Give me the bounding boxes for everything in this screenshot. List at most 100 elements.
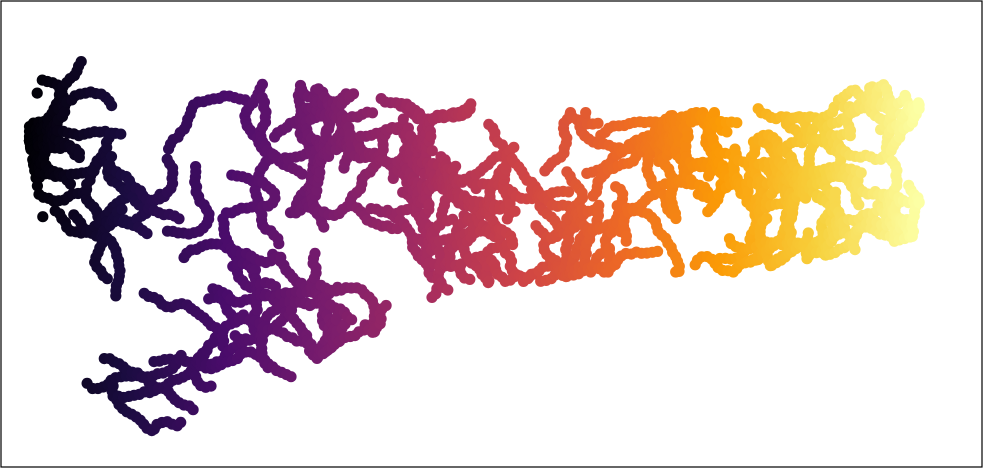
scatter-point: [366, 107, 379, 119]
scatter-point: [844, 124, 857, 137]
scatter-point: [680, 140, 692, 153]
scatter-point: [167, 167, 179, 179]
scatter-point: [580, 107, 592, 119]
scatter-point: [673, 260, 685, 272]
scatter-point: [464, 273, 476, 285]
scatter-point: [563, 234, 575, 246]
scatter-point: [375, 313, 387, 325]
scatter-point: [891, 175, 903, 187]
scatter-point: [310, 267, 322, 279]
scatter-point: [509, 205, 521, 217]
scatter-point: [101, 273, 113, 285]
scatter-point: [442, 284, 454, 296]
scatter-point: [835, 154, 847, 166]
scatter-point: [31, 180, 43, 192]
scatter-point: [742, 185, 754, 198]
scatter-point: [580, 248, 592, 260]
scatter-point: [260, 106, 272, 118]
scatter-point: [101, 142, 113, 154]
scatter-point: [913, 197, 925, 209]
scatter-point: [563, 186, 575, 198]
scatter-point: [59, 106, 71, 118]
scatter-point: [190, 166, 202, 178]
scatter-point: [256, 209, 268, 221]
scatter-point: [380, 299, 392, 312]
scatter-point: [309, 247, 321, 259]
scatter-point: [173, 213, 185, 225]
scatter-point: [285, 371, 297, 383]
scatter-point: [592, 117, 604, 129]
scatter-point: [106, 100, 118, 112]
scatter-point: [465, 98, 477, 110]
scatter-point: [785, 226, 797, 239]
scatter-point: [505, 255, 518, 267]
scatter-point: [269, 192, 281, 204]
scatter-point: [115, 128, 127, 140]
scatter-point: [682, 131, 694, 143]
scatter-point: [506, 238, 519, 251]
scatter-point: [426, 145, 438, 157]
scatter-point: [105, 151, 118, 163]
scatter-point: [347, 88, 360, 100]
scatter-point: [175, 416, 187, 428]
scatter-point: [593, 199, 605, 211]
scatter-point: [483, 275, 495, 287]
scatter-point: [273, 238, 285, 250]
scatter-point: [37, 211, 49, 223]
scatter-point: [802, 227, 814, 239]
scatter-point: [853, 199, 865, 211]
scatter-point: [561, 132, 573, 144]
scatter-point: [75, 56, 87, 68]
scatter-point: [249, 264, 261, 276]
scatter-point: [450, 160, 462, 172]
scatter-point: [377, 144, 389, 156]
scatter-point: [205, 380, 217, 392]
scatter-point: [913, 103, 925, 115]
scatter-point: [508, 141, 520, 153]
scatter-point: [620, 230, 633, 242]
scatter-point: [576, 192, 589, 204]
scatter-point: [314, 166, 326, 178]
scatter-points: [23, 56, 925, 437]
scatter-point: [187, 404, 199, 416]
scatter-point: [346, 314, 358, 326]
scatter-point: [256, 78, 268, 90]
scatter-point: [323, 118, 336, 130]
scatter-point: [311, 185, 323, 197]
scatter-point: [855, 167, 867, 179]
scatter-point: [258, 96, 270, 108]
scatter-point: [830, 186, 842, 198]
scatter-point: [425, 130, 437, 142]
scatter-point: [761, 212, 773, 225]
scatter-point: [251, 304, 263, 316]
scatter-point: [489, 127, 501, 139]
scatter-point: [849, 244, 861, 256]
scatter-point: [670, 212, 682, 225]
scatter-point: [423, 198, 435, 210]
scatter-point: [64, 178, 76, 190]
scatter-point: [296, 168, 308, 180]
scatter-point: [167, 177, 179, 190]
scatter-point: [203, 208, 215, 220]
scatter-point: [73, 147, 85, 159]
scatter-point: [617, 188, 629, 200]
scatter-point: [141, 228, 153, 240]
scatter-point: [318, 221, 330, 233]
scatter-point: [728, 163, 740, 175]
scatter-point: [721, 126, 733, 138]
scatter-point: [731, 117, 743, 129]
scatter-point: [114, 265, 126, 277]
scatter-point: [218, 218, 230, 230]
scatter-point: [708, 107, 721, 119]
scatter-point: [218, 335, 230, 347]
scatter-point: [592, 210, 605, 222]
scatter-point: [652, 245, 664, 257]
scatter-point: [259, 116, 272, 128]
scatter-point: [191, 181, 203, 193]
scatter-point: [31, 87, 43, 99]
scatter-point: [891, 164, 903, 177]
scatter-point: [907, 225, 920, 237]
scatter-point: [116, 203, 128, 215]
